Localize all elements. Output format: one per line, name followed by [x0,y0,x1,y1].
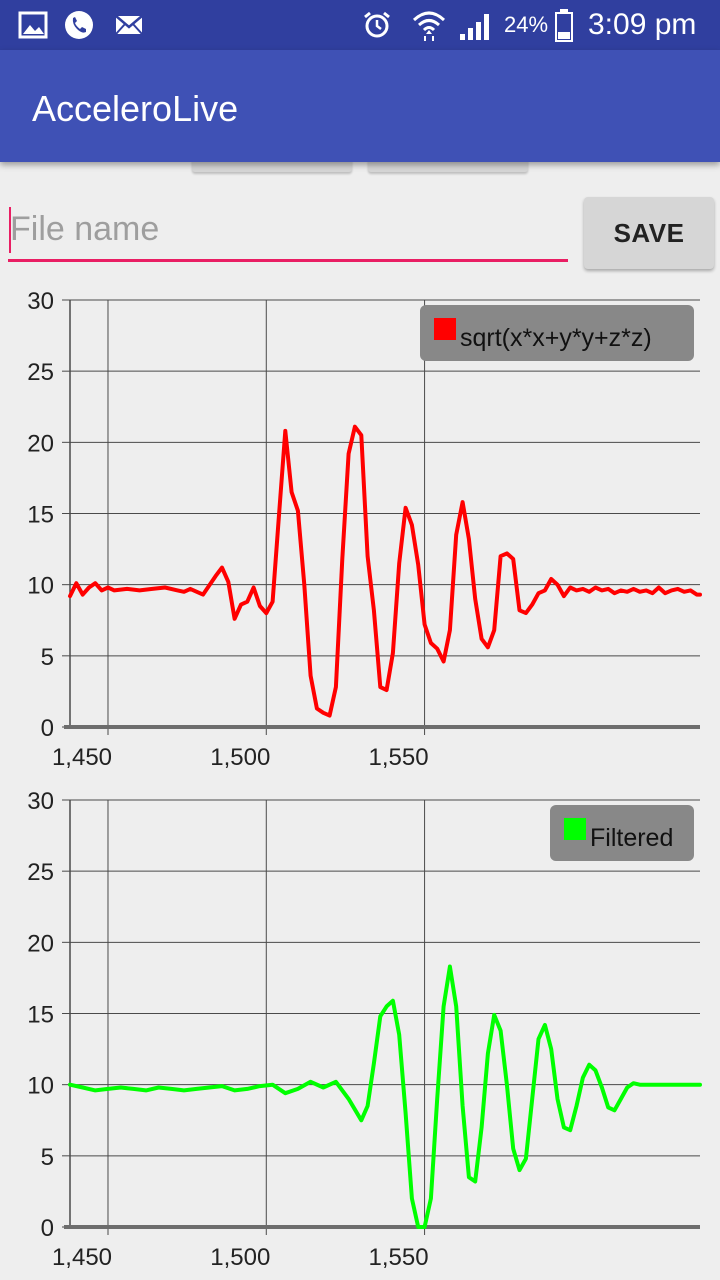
legend-swatch [434,318,456,340]
legend-box [420,305,694,361]
alarm-icon [364,11,390,38]
signal-icon [460,14,489,40]
y-tick-label: 15 [27,1002,54,1029]
x-tick-label: 1,450 [52,1244,112,1271]
x-tick-label: 1,550 [369,744,429,771]
y-tick-label: 10 [27,1073,54,1100]
x-tick-label: 1,500 [210,744,270,771]
series-line-filtered [68,964,702,1229]
series-line-raw [68,424,702,718]
battery-percentage: 24% [504,12,549,37]
file-name-input[interactable] [8,200,568,262]
y-tick-label: 30 [27,790,54,815]
x-tick-label: 1,550 [369,1244,429,1271]
email-icon [115,15,143,35]
y-tick-label: 25 [27,359,54,386]
y-tick-label: 0 [41,1215,54,1242]
status-bar: 24% 3:09 pm [0,0,720,50]
raw-magnitude-chart: 0 5 10 15 20 25 30 1,450 1,500 1,550 sqrt(x*x+y*y+… [27,290,702,771]
legend: sqrt(x*x+y*y+z*z) [420,305,694,361]
phone-call-icon [65,11,93,39]
wifi-icon [412,11,446,41]
y-tick-label: 20 [27,930,54,957]
y-tick-label: 30 [27,290,54,315]
y-tick-label: 15 [27,502,54,529]
app-bar: AcceleroLive [0,50,720,162]
save-button[interactable]: SAVE [584,197,714,269]
y-tick-label: 5 [41,1144,54,1171]
legend-swatch [564,818,586,840]
battery-icon [555,9,573,42]
legend-label: sqrt(x*x+y*y+z*z) [460,324,652,352]
y-tick-label: 10 [27,573,54,600]
app-title: AcceleroLive [32,88,239,129]
y-tick-label: 5 [41,644,54,671]
x-tick-label: 1,450 [52,744,112,771]
legend: Filtered [550,805,694,861]
clock: 3:09 pm [588,8,697,41]
y-tick-label: 25 [27,859,54,886]
y-tick-label: 0 [41,715,54,742]
text-cursor [9,207,11,253]
filtered-chart: 0 5 10 15 20 25 30 1,450 1,500 1,550 Filtered [27,790,702,1271]
legend-label: Filtered [590,824,673,852]
gallery-icon [18,11,48,39]
x-tick-label: 1,500 [210,1244,270,1271]
y-tick-label: 20 [27,430,54,457]
